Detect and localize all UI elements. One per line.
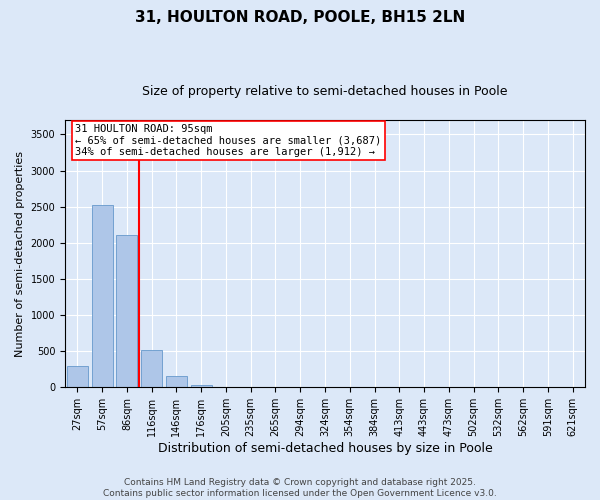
Bar [166,376,187,388]
Bar [191,385,212,388]
Text: Contains HM Land Registry data © Crown copyright and database right 2025.
Contai: Contains HM Land Registry data © Crown c… [103,478,497,498]
Text: 31, HOULTON ROAD, POOLE, BH15 2LN: 31, HOULTON ROAD, POOLE, BH15 2LN [135,10,465,25]
Bar [67,366,88,388]
Bar [92,204,113,388]
Y-axis label: Number of semi-detached properties: Number of semi-detached properties [15,150,25,356]
Bar [141,350,162,388]
X-axis label: Distribution of semi-detached houses by size in Poole: Distribution of semi-detached houses by … [158,442,493,455]
Title: Size of property relative to semi-detached houses in Poole: Size of property relative to semi-detach… [142,85,508,98]
Text: 31 HOULTON ROAD: 95sqm
← 65% of semi-detached houses are smaller (3,687)
34% of : 31 HOULTON ROAD: 95sqm ← 65% of semi-det… [76,124,382,157]
Bar [116,235,137,388]
